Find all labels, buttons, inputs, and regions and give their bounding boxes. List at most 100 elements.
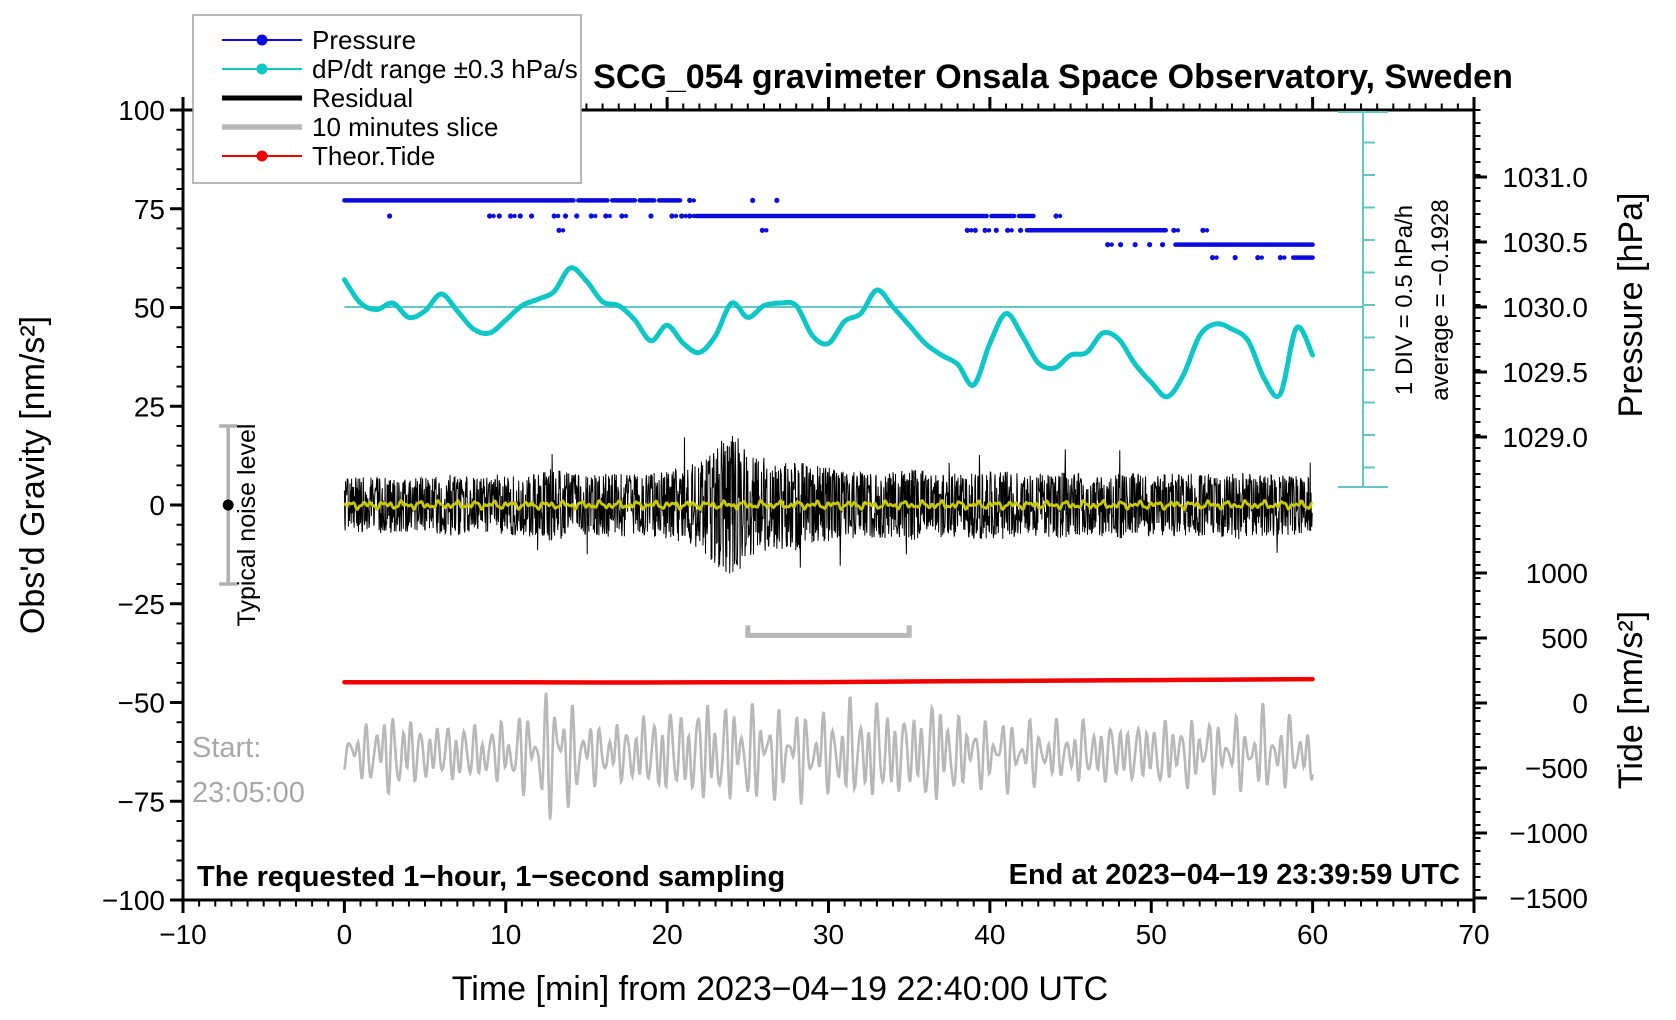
pressure-dot xyxy=(764,228,769,233)
theor-tide-line xyxy=(342,676,1315,685)
pressure-dot xyxy=(487,213,493,219)
pressure-dot xyxy=(750,197,756,203)
legend-label-tide: Theor.Tide xyxy=(312,141,435,171)
pressure-tick-label: 1029.0 xyxy=(1502,422,1588,453)
pressure-dot xyxy=(1259,255,1264,260)
pressure-dot xyxy=(386,213,393,219)
chart-title: SCG_054 gravimeter Onsala Space Observat… xyxy=(593,58,1513,96)
pressure-dot xyxy=(1255,255,1261,261)
dpdt-curve xyxy=(341,265,1316,400)
pressure-series xyxy=(342,197,1315,261)
tide-tick-label: −500 xyxy=(1525,753,1588,784)
x-tick-label: 50 xyxy=(1136,919,1167,950)
tide-tick-label: −1000 xyxy=(1509,818,1588,849)
pressure-dot xyxy=(491,213,496,219)
theor-tide-series xyxy=(342,676,1315,685)
pressure-dot xyxy=(669,213,675,219)
pressure-tick-label: 1031.0 xyxy=(1502,162,1588,193)
div-scale-label: 1 DIV = 0.5 hPa/h xyxy=(1391,205,1418,395)
pressure-dot xyxy=(562,213,569,219)
x-tick-label: 30 xyxy=(813,919,844,950)
pressure-dot xyxy=(607,213,613,219)
pressure-dot xyxy=(560,228,566,233)
pressure-dot xyxy=(1214,255,1219,260)
pressure-dot xyxy=(1105,242,1111,248)
pressure-dot xyxy=(986,228,992,233)
slice-start-label: Start: xyxy=(192,732,261,764)
pressure-dot xyxy=(574,213,580,219)
pressure-dot xyxy=(1017,227,1024,233)
legend-label-dpdt: dP/dt range ±0.3 hPa/s xyxy=(312,54,578,84)
y-left-tick-label: 50 xyxy=(134,293,165,324)
x-tick-label: 40 xyxy=(974,919,1005,950)
y-left-tick-label: −25 xyxy=(118,589,166,620)
pressure-dot xyxy=(691,213,696,219)
pressure-dot xyxy=(555,213,561,219)
tide-tick-label: −1500 xyxy=(1509,883,1588,914)
dpdt-average-label: average = −0.1928 xyxy=(1427,199,1454,401)
pressure-dot xyxy=(1117,242,1124,248)
pressure-dot xyxy=(759,227,765,233)
pressure-dot xyxy=(512,213,517,219)
div-scale-bar xyxy=(1338,111,1388,488)
legend-item-tide: Theor.Tide xyxy=(222,141,435,171)
pressure-dot xyxy=(1053,213,1059,219)
minor-ticks xyxy=(176,103,1481,907)
y-left-tick-label: 25 xyxy=(134,391,165,422)
pressure-dot xyxy=(1132,242,1138,248)
pressure-dot xyxy=(551,213,557,219)
pressure-dot xyxy=(683,213,688,219)
pressure-dot xyxy=(517,213,523,219)
pressure-dot xyxy=(556,227,562,233)
legend-item-dpdt: dP/dt range ±0.3 hPa/s xyxy=(222,54,578,84)
y-left-tick-label: −75 xyxy=(118,786,166,817)
y-left-tick-label: 0 xyxy=(149,490,165,521)
annotation-shapes xyxy=(219,424,912,638)
pressure-dot xyxy=(648,213,654,219)
legend: Pressure dP/dt range ±0.3 hPa/s Residual… xyxy=(192,14,582,184)
residual-smoothed-trace xyxy=(343,498,1314,512)
tide-tick-label: 1000 xyxy=(1526,558,1588,589)
pressure-dot xyxy=(687,197,693,203)
pressure-dot xyxy=(1277,255,1283,261)
noise-level-label: Typical noise level xyxy=(233,424,261,627)
legend-item-pressure: Pressure xyxy=(222,25,416,55)
tick-labels: −10 0 10 20 30 40 50 60 70−100−75−50−25025507510… xyxy=(102,95,1588,950)
slice-start-time: 23:05:00 xyxy=(192,777,305,809)
legend-label-residual: Residual xyxy=(312,83,413,113)
legend-item-residual: Residual xyxy=(222,83,413,113)
pressure-dot xyxy=(1204,228,1210,233)
residual-series xyxy=(343,436,1313,574)
pressure-dot xyxy=(1159,242,1166,248)
pressure-dot xyxy=(623,213,629,219)
pressure-dot xyxy=(1200,227,1206,233)
pressure-dot xyxy=(507,213,514,219)
pressure-dot xyxy=(1057,213,1063,219)
axis-ticks xyxy=(170,97,1487,913)
pressure-dot xyxy=(588,213,594,219)
pressure-dot xyxy=(603,213,609,219)
pressure-dot xyxy=(982,227,988,233)
y-right-pressure-axis-title: Pressure [hPa] xyxy=(1612,193,1650,418)
residual-smoothed-series xyxy=(343,498,1314,512)
dpdt-swatch-dot-icon xyxy=(256,63,268,75)
pressure-dot xyxy=(679,213,685,219)
noise-level-dot xyxy=(222,499,234,511)
pressure-dot xyxy=(619,213,625,219)
pressure-dot xyxy=(687,213,693,219)
x-tick-label: 0 xyxy=(337,919,353,950)
dpdt-reference-line-and-div-scale xyxy=(344,111,1388,488)
y-left-axis-title: Obs'd Gravity [nm/s²] xyxy=(14,316,52,634)
pressure-swatch-dot-icon xyxy=(256,34,268,46)
pressure-dot xyxy=(1005,227,1011,233)
pressure-dot xyxy=(1147,242,1153,248)
pressure-dot xyxy=(1282,255,1287,260)
pressure-dot xyxy=(691,198,696,203)
pressure-tick-label: 1030.5 xyxy=(1502,227,1588,258)
pressure-dot xyxy=(528,213,535,219)
pressure-tick-label: 1030.0 xyxy=(1502,292,1588,323)
dpdt-series xyxy=(341,265,1316,400)
slice-trace xyxy=(343,692,1314,820)
x-tick-label: 70 xyxy=(1458,919,1489,950)
